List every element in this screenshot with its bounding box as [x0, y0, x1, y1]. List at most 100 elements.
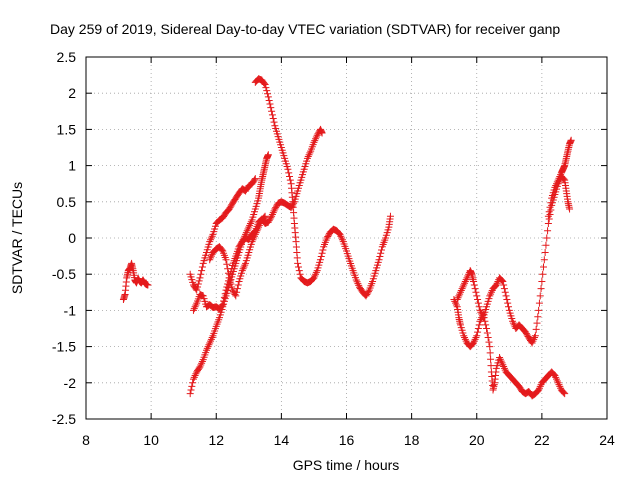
data-point [543, 234, 551, 242]
data-point [192, 370, 200, 378]
x-tick-labels: 8 10 12 14 16 18 20 22 24 [82, 432, 615, 448]
data-point [473, 292, 481, 300]
data-point [245, 223, 253, 231]
data-point [556, 172, 564, 180]
data-point [208, 334, 216, 342]
data-point [544, 227, 552, 235]
data-point [549, 370, 557, 378]
data-point [195, 277, 203, 285]
data-point [338, 234, 346, 242]
y-axis-label: SDTVAR / TECUs [9, 182, 25, 294]
data-point [247, 218, 255, 226]
data-point [532, 325, 540, 333]
data-point [353, 278, 361, 286]
data-point [364, 289, 372, 297]
data-point [243, 227, 251, 235]
data-point [203, 344, 211, 352]
data-point [265, 217, 273, 225]
data-point [196, 363, 204, 371]
data-point [539, 270, 547, 278]
x-tick-label: 20 [469, 432, 485, 448]
data-point [255, 221, 263, 229]
data-point [229, 286, 237, 294]
data-point [196, 274, 204, 282]
data-point [272, 204, 280, 212]
data-point [324, 233, 332, 241]
data-point [544, 212, 552, 220]
data-point [481, 317, 489, 325]
data-point [225, 274, 233, 282]
data-point [294, 259, 302, 267]
data-point [266, 100, 274, 108]
data-point [244, 225, 252, 233]
data-point [202, 346, 210, 354]
data-point [207, 335, 215, 343]
data-point [191, 372, 199, 380]
data-point [312, 135, 320, 143]
data-point [542, 241, 550, 249]
data-point [262, 84, 270, 92]
data-point [220, 293, 228, 301]
data-point [252, 229, 260, 237]
data-point [251, 230, 259, 238]
data-point [456, 288, 464, 296]
data-point [268, 212, 276, 220]
data-point [536, 292, 544, 300]
data-point [144, 281, 152, 289]
data-point [187, 386, 195, 394]
data-point [457, 286, 465, 294]
data-point [500, 285, 508, 293]
x-tick-label: 18 [404, 432, 420, 448]
data-point [377, 249, 385, 257]
data-point [470, 337, 478, 345]
x-tick-label: 16 [339, 432, 355, 448]
data-point [551, 372, 559, 380]
data-point [537, 285, 545, 293]
data-point [469, 339, 477, 347]
data-point [452, 301, 460, 309]
data-point [232, 292, 240, 300]
data-point [207, 252, 215, 260]
data-point [189, 375, 197, 383]
data-point [560, 175, 568, 183]
data-point [456, 290, 464, 298]
data-point [555, 381, 563, 389]
data-point [336, 230, 344, 238]
data-point [461, 277, 469, 285]
data-point [337, 232, 345, 240]
data-point [496, 355, 504, 363]
data-point [197, 361, 205, 369]
data-point [453, 296, 461, 304]
data-points [119, 75, 575, 400]
data-point [504, 299, 512, 307]
data-point [566, 205, 574, 213]
data-point [198, 359, 206, 367]
data-point [362, 292, 370, 300]
data-point [476, 306, 484, 314]
data-point [310, 138, 318, 146]
data-point [239, 265, 247, 273]
data-point [523, 331, 531, 339]
data-point [317, 252, 325, 260]
data-point [246, 220, 254, 228]
data-point [190, 373, 198, 381]
data-point [284, 165, 292, 173]
data-point [501, 288, 509, 296]
x-tick-label: 10 [143, 432, 159, 448]
data-point [473, 332, 481, 340]
data-point [227, 280, 235, 288]
data-point [296, 270, 304, 278]
data-point [472, 288, 480, 296]
data-point [560, 389, 568, 397]
data-point [222, 286, 230, 294]
data-point [204, 343, 212, 351]
data-point [316, 256, 324, 264]
data-point [312, 268, 320, 276]
data-point [267, 104, 275, 112]
data-point [352, 276, 360, 284]
x-tick-label: 8 [82, 432, 90, 448]
data-point [535, 384, 543, 392]
data-point [225, 205, 233, 213]
data-point [535, 299, 543, 307]
data-point [461, 334, 469, 342]
